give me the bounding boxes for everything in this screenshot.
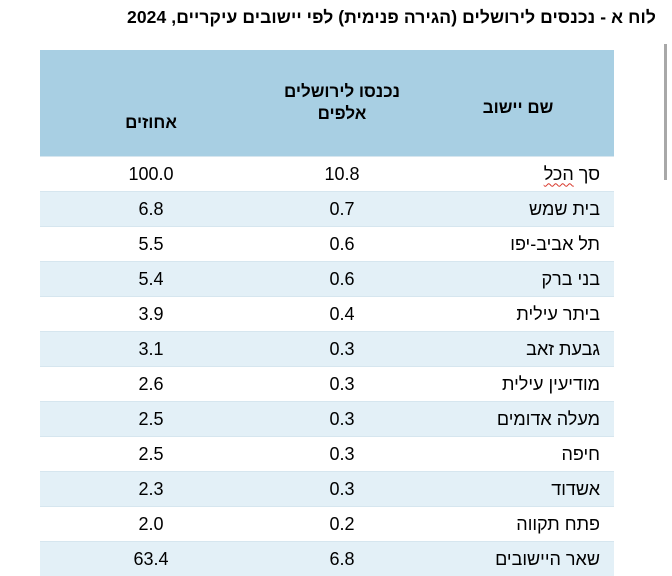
- table-row: אשדוד 0.3 2.3: [40, 472, 614, 507]
- cell-percent: 5.4: [40, 262, 262, 297]
- cell-entrants: 0.3: [262, 437, 422, 472]
- header-percent: אחוזים: [40, 50, 262, 157]
- table-row: מודיעין עילית 0.3 2.6: [40, 367, 614, 402]
- table-row: גבעת זאב 0.3 3.1: [40, 332, 614, 367]
- cell-percent: 3.1: [40, 332, 262, 367]
- cell-percent: 6.8: [40, 192, 262, 227]
- cell-percent: 100.0: [40, 157, 262, 192]
- cell-locality: מעלה אדומים: [422, 402, 614, 437]
- header-entrants: נכנסו לירושלים אלפים: [262, 50, 422, 157]
- cell-locality: ביתר עילית: [422, 297, 614, 332]
- table-row: בני ברק 0.6 5.4: [40, 262, 614, 297]
- cell-entrants: 0.6: [262, 227, 422, 262]
- cell-entrants: 10.8: [262, 157, 422, 192]
- cell-locality: אשדוד: [422, 472, 614, 507]
- cell-locality: בני ברק: [422, 262, 614, 297]
- migration-table: שם יישוב נכנסו לירושלים אלפים אחוזים סך …: [40, 50, 614, 576]
- cell-percent: 2.5: [40, 437, 262, 472]
- cell-entrants: 0.4: [262, 297, 422, 332]
- cell-entrants: 6.8: [262, 542, 422, 576]
- table-row: מעלה אדומים 0.3 2.5: [40, 402, 614, 437]
- cell-percent: 2.6: [40, 367, 262, 402]
- cell-locality: בית שמש: [422, 192, 614, 227]
- cell-locality: גבעת זאב: [422, 332, 614, 367]
- cell-locality: שאר היישובים: [422, 542, 614, 576]
- header-entrants-line1: נכנסו לירושלים: [262, 81, 422, 103]
- total-label-first: סך: [574, 164, 600, 184]
- header-locality: שם יישוב: [422, 50, 614, 157]
- cell-entrants: 0.3: [262, 367, 422, 402]
- table-header-row: שם יישוב נכנסו לירושלים אלפים אחוזים: [40, 50, 614, 157]
- cell-percent: 5.5: [40, 227, 262, 262]
- table-row-total: סך הכל 10.8 100.0: [40, 157, 614, 192]
- table-row: בית שמש 0.7 6.8: [40, 192, 614, 227]
- cell-entrants: 0.3: [262, 402, 422, 437]
- table-row: פתח תקווה 0.2 2.0: [40, 507, 614, 542]
- cell-percent: 2.3: [40, 472, 262, 507]
- cell-percent: 2.0: [40, 507, 262, 542]
- cell-entrants: 0.7: [262, 192, 422, 227]
- header-entrants-unit: אלפים: [262, 103, 422, 125]
- cell-entrants: 0.6: [262, 262, 422, 297]
- table-row: ביתר עילית 0.4 3.9: [40, 297, 614, 332]
- cell-locality: סך הכל: [422, 157, 614, 192]
- total-label-second: הכל: [544, 164, 574, 184]
- cell-locality: פתח תקווה: [422, 507, 614, 542]
- cell-percent: 3.9: [40, 297, 262, 332]
- cell-entrants: 0.2: [262, 507, 422, 542]
- window-edge-divider: [664, 44, 667, 180]
- cell-locality: מודיעין עילית: [422, 367, 614, 402]
- cell-locality: תל אביב-יפו: [422, 227, 614, 262]
- table-title: לוח א - נכנסים לירושלים (הגירה פנימית) ל…: [127, 7, 656, 28]
- table-row: חיפה 0.3 2.5: [40, 437, 614, 472]
- cell-entrants: 0.3: [262, 472, 422, 507]
- cell-entrants: 0.3: [262, 332, 422, 367]
- table-row: שאר היישובים 6.8 63.4: [40, 542, 614, 576]
- table-row: תל אביב-יפו 0.6 5.5: [40, 227, 614, 262]
- cell-percent: 63.4: [40, 542, 262, 576]
- cell-percent: 2.5: [40, 402, 262, 437]
- cell-locality: חיפה: [422, 437, 614, 472]
